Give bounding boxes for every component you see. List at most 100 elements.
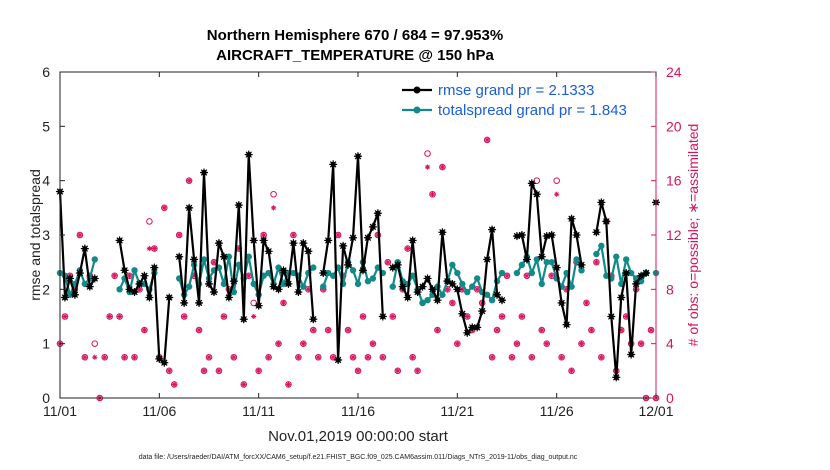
rmse-point (214, 239, 223, 248)
rmse-point (200, 168, 209, 177)
marker-stroke (200, 169, 208, 176)
y-tick-label-right: 16 (666, 173, 682, 189)
rmse-point (418, 282, 427, 291)
obs-assimilated-point (519, 313, 525, 320)
obs-possible-point (116, 313, 123, 320)
rmse-point (547, 231, 556, 239)
totalspread-point (310, 264, 317, 271)
obs-assimilated-point (405, 245, 411, 252)
totalspread-point (543, 258, 550, 266)
rmse-point (478, 307, 487, 316)
obs-assimilated-point (474, 286, 480, 292)
obs-possible-point (558, 353, 565, 361)
marker-stroke (439, 229, 446, 236)
obs-assimilated-point (583, 300, 590, 306)
marker-stroke (86, 283, 94, 290)
marker-stroke (493, 291, 501, 298)
rmse-point (562, 320, 571, 329)
asterisk-stroke (306, 287, 311, 292)
marker-stroke (215, 239, 223, 247)
asterisk-stroke (211, 259, 217, 265)
rmse-line-segment (58, 191, 96, 299)
obs-possible-point (409, 353, 416, 361)
marker-stroke (538, 253, 545, 260)
totalspread-point (389, 283, 396, 290)
asterisk-stroke (162, 205, 167, 211)
asterisk-stroke (186, 178, 192, 183)
rmse-point (239, 315, 248, 324)
totalspread-point (459, 280, 466, 288)
obs-assimilated-point (524, 273, 530, 279)
obs-assimilated-point (126, 273, 133, 279)
asterisk-stroke (405, 246, 410, 251)
totalspread-point (623, 256, 630, 263)
marker-stroke (543, 232, 550, 240)
obs-assimilated-point (117, 313, 123, 320)
x-tick-label: 11/21 (440, 403, 474, 419)
obs-possible-point (240, 381, 248, 388)
obs-possible-point (175, 231, 183, 239)
marker-stroke (141, 272, 148, 279)
totalspread-point (220, 280, 228, 288)
obs-possible-point (404, 245, 411, 252)
obs-possible-point (195, 326, 203, 334)
marker-stroke (66, 275, 74, 282)
marker-stroke (548, 231, 555, 239)
obs-assimilated-point (588, 327, 595, 333)
rmse-point (632, 279, 641, 288)
asterisk-stroke (177, 232, 182, 238)
obs-assimilated-point (638, 341, 644, 347)
rmse-point (622, 269, 631, 278)
rmse-point (229, 277, 238, 286)
obs-assimilated-point (390, 313, 396, 320)
marker-stroke (205, 280, 213, 288)
marker-stroke (528, 180, 536, 187)
marker-stroke (131, 288, 138, 296)
obs-possible-point (285, 381, 292, 388)
obs-possible-point (647, 326, 655, 334)
asterisk-stroke (246, 273, 251, 278)
totalspread-point (573, 256, 580, 263)
obs-possible-point (91, 340, 99, 347)
obs-possible-point (518, 313, 526, 320)
y-tick-label-right: 12 (666, 227, 682, 243)
totalspread-point (275, 264, 282, 271)
marker-stroke (404, 294, 411, 301)
asterisk-stroke (112, 273, 117, 278)
asterisk-stroke (355, 368, 361, 374)
asterisk-stroke (589, 327, 594, 333)
obs-assimilated-point (121, 354, 128, 360)
rmse-point (60, 293, 69, 302)
obs-assimilated-point (102, 354, 108, 360)
totalspread-point (81, 280, 89, 288)
asterisk-stroke (648, 327, 654, 333)
x-axis: 11/01 11/06 11/11 11/16 11/21 11/26 12/01 (43, 72, 674, 419)
obs-assimilated-point (221, 313, 227, 320)
totalspread-point (200, 256, 208, 263)
marker-stroke (518, 231, 526, 239)
asterisk-stroke (509, 355, 515, 360)
rmse-point (155, 354, 164, 363)
marker-stroke (166, 294, 173, 301)
obs-possible-point (141, 326, 148, 334)
marker-stroke (449, 280, 456, 288)
asterisk-stroke (494, 327, 500, 333)
rmse-point (349, 233, 358, 242)
rmse-point (378, 312, 387, 321)
marker-stroke (349, 234, 357, 241)
asterisk-stroke (499, 314, 505, 319)
obs-possible-point (583, 299, 590, 307)
totalspread-point (464, 288, 471, 296)
y-tick-label: 1 (42, 336, 50, 352)
marker-stroke (61, 294, 69, 301)
totalspread-point (280, 280, 287, 288)
obs-possible-point (498, 313, 506, 320)
marker-stroke (329, 161, 337, 168)
obs-assimilated-point (211, 259, 217, 265)
totalspread-point (598, 242, 605, 250)
marker-stroke (369, 223, 377, 231)
rmse-point (249, 236, 258, 245)
obs-assimilated-point (325, 327, 331, 333)
obs-possible-point (593, 258, 600, 266)
obs-possible-point (429, 190, 436, 198)
